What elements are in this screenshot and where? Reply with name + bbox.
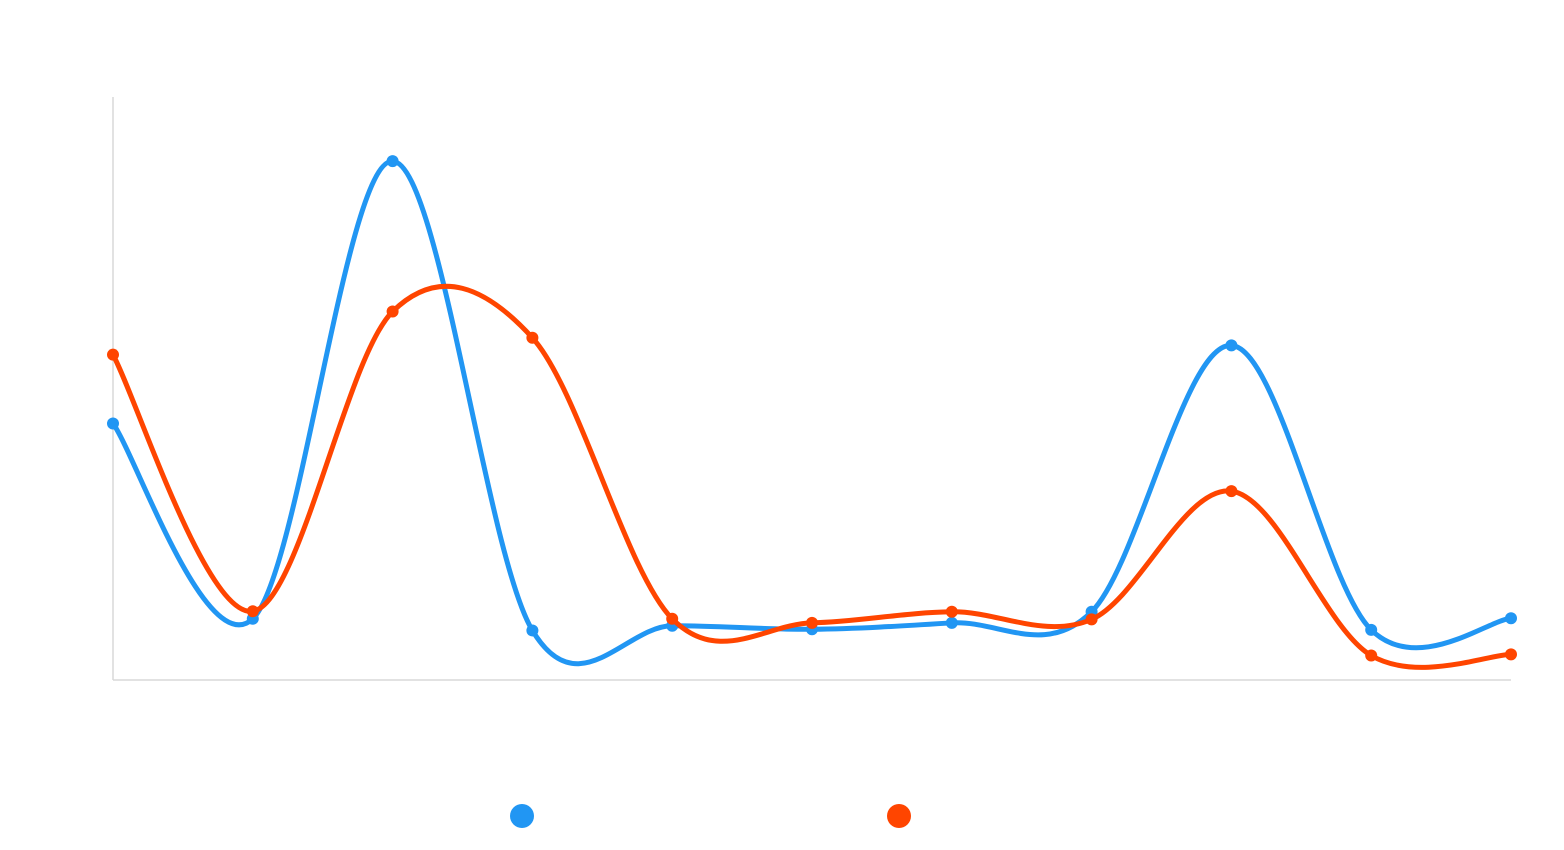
series-2-point-4[interactable] (526, 331, 539, 344)
series-1 (107, 155, 1517, 667)
series-2-point-3[interactable] (386, 305, 399, 318)
legend-marker-series-1[interactable] (510, 804, 534, 828)
series-1-line (110, 158, 1514, 667)
series-2-point-7[interactable] (945, 605, 958, 618)
series-1-point-3[interactable] (386, 155, 399, 168)
series-2-point-10[interactable] (1365, 649, 1378, 662)
series-1-point-1[interactable] (107, 417, 119, 430)
series-2-point-9[interactable] (1225, 485, 1238, 498)
series-2 (107, 283, 1517, 670)
legend-marker-series-2[interactable] (887, 804, 911, 828)
series-2-point-5[interactable] (666, 612, 679, 625)
series-1-point-4[interactable] (526, 624, 539, 637)
series-2-point-1[interactable] (107, 348, 119, 361)
series-2-point-2[interactable] (246, 605, 259, 618)
series-1-point-7[interactable] (945, 616, 958, 629)
series-2-line (110, 283, 1514, 670)
series-2-point-11[interactable] (1505, 648, 1517, 661)
series-layer (107, 155, 1517, 670)
series-1-point-9[interactable] (1225, 339, 1238, 352)
series-2-point-8[interactable] (1085, 613, 1098, 626)
series-2-point-6[interactable] (806, 616, 818, 629)
series-1-point-10[interactable] (1365, 623, 1378, 636)
series-1-point-11[interactable] (1505, 612, 1517, 625)
legend (510, 804, 911, 828)
